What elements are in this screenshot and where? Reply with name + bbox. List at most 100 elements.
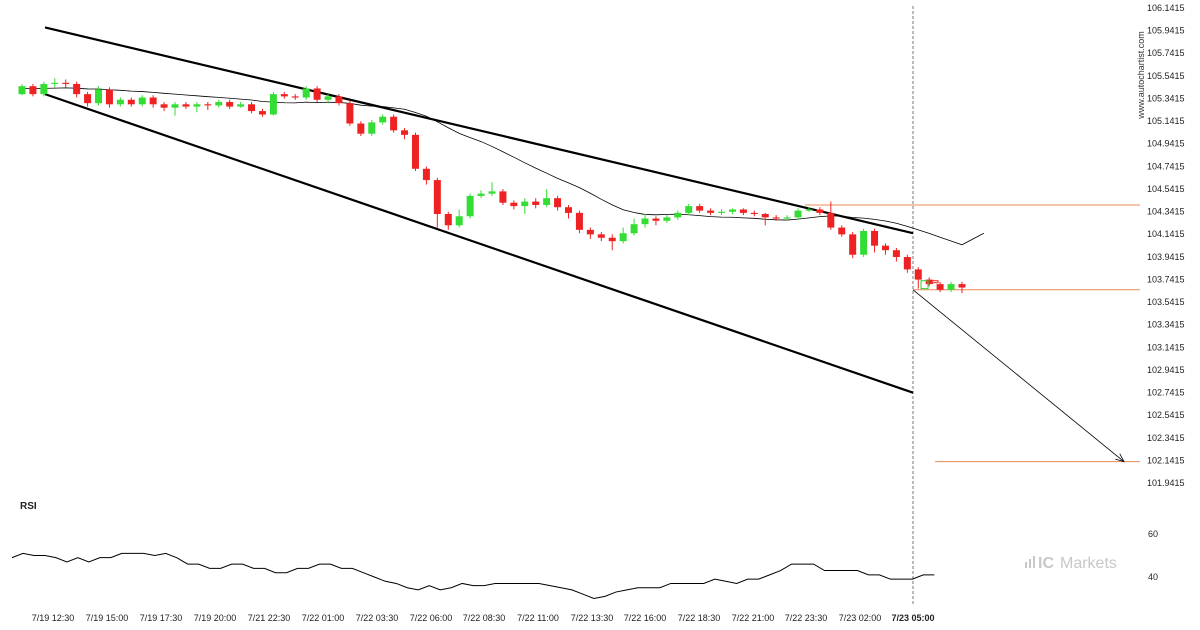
candle-body <box>586 229 594 235</box>
candle-body <box>619 233 627 242</box>
candle-body <box>433 180 441 215</box>
forming-candle <box>920 280 929 290</box>
candle-body <box>215 102 223 106</box>
channel-layer <box>44 26 914 394</box>
price-tick-label: 101.9415 <box>1147 478 1185 488</box>
candle-body <box>346 103 354 124</box>
candle-body <box>422 168 430 181</box>
rsi-line <box>11 552 935 600</box>
price-tick-label: 104.9415 <box>1147 139 1185 149</box>
price-tick-label: 104.5415 <box>1147 184 1185 194</box>
price-tick-label: 102.5415 <box>1147 410 1185 420</box>
time-tick-label: 7/22 23:30 <box>785 613 828 623</box>
candle-body <box>772 217 780 219</box>
price-tick-label: 103.7415 <box>1147 274 1185 284</box>
candle-body <box>947 284 955 290</box>
candle-body <box>903 256 911 270</box>
candle-body <box>936 284 944 290</box>
brand-markets: Markets <box>1060 555 1117 572</box>
candle-body <box>204 104 212 106</box>
candle-body <box>248 104 256 112</box>
time-tick-label: 7/22 06:00 <box>410 613 453 623</box>
candle-body <box>138 97 146 105</box>
candle-body <box>313 88 321 100</box>
price-tick-label: 105.9415 <box>1147 26 1185 36</box>
time-tick-label: 7/22 16:00 <box>624 613 667 623</box>
brand-bar-icon <box>1025 562 1027 568</box>
candle-body <box>849 234 857 255</box>
rsi-panel: RSI 60 40 <box>11 501 1158 600</box>
time-tick-label: 7/22 01:00 <box>302 613 345 623</box>
candle-body <box>674 212 682 218</box>
time-tick-label: 7/22 08:30 <box>463 613 506 623</box>
candle-body <box>401 130 409 135</box>
candle-body <box>707 210 715 213</box>
candle-body <box>488 191 496 194</box>
price-tick-label: 105.7415 <box>1147 48 1185 58</box>
candle-body <box>466 195 474 217</box>
candle-body <box>565 207 572 213</box>
candle-body <box>127 99 135 105</box>
candle-body <box>608 237 616 242</box>
channel-upper-line <box>44 26 914 235</box>
candle-body <box>379 116 387 123</box>
candle-body <box>761 214 769 218</box>
candle-body <box>871 230 879 246</box>
rsi-label: RSI <box>20 501 37 512</box>
candle-body <box>718 211 726 213</box>
candle-body <box>696 206 704 211</box>
price-tick-label: 102.1415 <box>1147 455 1185 465</box>
candle-body <box>324 96 332 100</box>
candle-body <box>532 201 540 205</box>
candle-body <box>958 284 966 288</box>
price-axis: 106.1415 105.9415 105.7415 105.5415 105.3415… <box>1147 3 1185 488</box>
candle-body <box>18 86 26 95</box>
forecast-arrow-head-icon <box>1115 453 1125 463</box>
candle-body <box>641 218 649 225</box>
price-tick-label: 106.1415 <box>1147 3 1185 13</box>
candle-body <box>280 94 288 97</box>
time-tick-label: 7/19 20:00 <box>194 613 237 623</box>
candle-body <box>84 94 92 104</box>
time-axis: 7/19 12:30 7/19 15:00 7/19 17:30 7/19 20:00… <box>32 613 935 623</box>
price-tick-label: 105.1415 <box>1147 116 1185 126</box>
time-tick-label: 7/19 15:00 <box>86 613 129 623</box>
candle-body <box>914 269 922 280</box>
candle-body <box>652 218 660 221</box>
time-tick-label: 7/22 03:30 <box>356 613 399 623</box>
moving-average-line <box>21 87 985 246</box>
candle-body <box>226 102 234 107</box>
price-tick-label: 103.9415 <box>1147 252 1185 262</box>
price-tick-label: 102.9415 <box>1147 365 1185 375</box>
rsi-tick-label: 40 <box>1148 572 1158 582</box>
candle-body <box>455 216 463 226</box>
candle-body <box>750 212 758 215</box>
brand-bar-icon <box>1033 556 1035 568</box>
forming-candle <box>931 280 939 284</box>
candle-body <box>171 104 179 108</box>
candle-body <box>95 89 103 104</box>
rsi-tick-label: 60 <box>1148 529 1158 539</box>
price-tick-label: 103.1415 <box>1147 342 1185 352</box>
forecast-arrow-line <box>912 289 1125 462</box>
candle-body <box>116 99 124 105</box>
price-tick-label: 105.5415 <box>1147 71 1185 81</box>
candle-body <box>237 104 245 107</box>
candle-body <box>149 97 157 105</box>
candle-body <box>62 82 70 84</box>
candle-body <box>51 82 59 84</box>
time-tick-label: 7/19 12:30 <box>32 613 75 623</box>
candle-body <box>40 83 48 95</box>
candle-body <box>543 198 551 205</box>
candle-body <box>182 104 190 107</box>
time-tick-label: 7/21 22:30 <box>248 613 291 623</box>
candle-body <box>827 212 835 228</box>
price-tick-label: 103.3415 <box>1147 320 1185 330</box>
candle-body <box>411 134 419 169</box>
time-tick-label: 7/22 13:30 <box>571 613 614 623</box>
time-tick-label: 7/23 02:00 <box>839 613 882 623</box>
candle-body <box>193 104 201 107</box>
candle-body <box>73 83 81 95</box>
candle-body <box>783 217 791 219</box>
